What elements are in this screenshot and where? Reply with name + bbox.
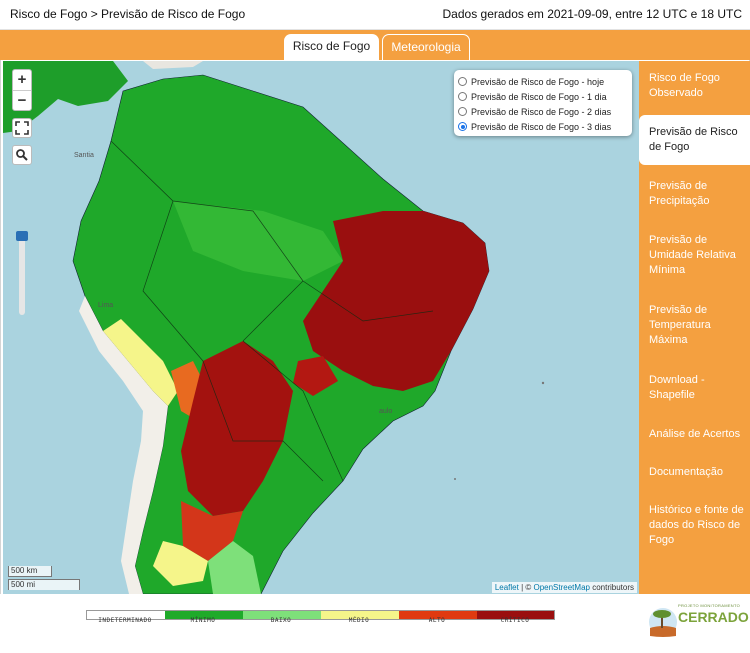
- caribbean-land: [143, 61, 203, 69]
- legend-label-minimo: MÍNIMO: [190, 617, 216, 624]
- map-canvas[interactable]: Santia Lima aulo: [3, 61, 639, 594]
- attribution-contributors: contributors: [589, 583, 634, 592]
- sidebar-item-historico[interactable]: Histórico e fonte de dados do Risco de F…: [649, 504, 744, 546]
- legend-swatch-critico: [477, 611, 554, 619]
- legend-swatch-alto: [399, 611, 477, 619]
- footer: INDETERMINADO MÍNIMO BAIXO MÉDIO ALTO CR…: [0, 594, 750, 653]
- critical-region-northeast: [303, 211, 489, 391]
- tab-meteorologia[interactable]: Meteorologia: [382, 34, 470, 60]
- layer-option-2-days[interactable]: Previsão de Risco de Fogo - 2 dias: [458, 104, 628, 119]
- place-label-lima: Lima: [98, 302, 113, 309]
- map-attribution: Leaflet | © OpenStreetMap contributors: [491, 582, 637, 593]
- zoom-control: + −: [12, 69, 32, 111]
- breadcrumb: Risco de Fogo > Previsão de Risco de Fog…: [10, 7, 246, 21]
- sidebar-item-previsao-risco[interactable]: Previsão de Risco de Fogo: [639, 115, 750, 165]
- header-bar: Risco de Fogo > Previsão de Risco de Fog…: [0, 0, 750, 30]
- slider-handle[interactable]: [16, 231, 28, 241]
- search-icon: [16, 149, 28, 161]
- sidebar-item-umidade[interactable]: Previsão de Umidade Relativa Mínima: [649, 234, 736, 276]
- place-label-sao-paulo: aulo: [379, 408, 392, 415]
- fullscreen-icon: [15, 121, 29, 135]
- scale-mi: 500 mi: [8, 579, 80, 590]
- risk-legend-bar: [86, 610, 555, 620]
- layer-selector: Previsão de Risco de Fogo - hoje Previsã…: [454, 70, 632, 136]
- layer-label: Previsão de Risco de Fogo - 2 dias: [471, 106, 612, 117]
- sidebar: Risco de Fogo Observado Previsão de Risc…: [639, 61, 750, 594]
- zoom-out-button[interactable]: −: [13, 90, 31, 110]
- critical-region-center: [181, 341, 293, 516]
- legend-label-baixo: BAIXO: [270, 617, 292, 624]
- legend-swatch-baixo: [243, 611, 321, 619]
- attribution-separator: | ©: [518, 583, 534, 592]
- slider-track: [19, 233, 25, 315]
- generation-info: Dados gerados em 2021-09-09, entre 12 UT…: [442, 7, 743, 21]
- layer-label: Previsão de Risco de Fogo - 1 dia: [471, 91, 607, 102]
- legend-label-indeterminado: INDETERMINADO: [98, 617, 152, 624]
- high-region-south: [181, 501, 243, 561]
- layer-label: Previsão de Risco de Fogo - hoje: [471, 76, 605, 87]
- zoom-in-button[interactable]: +: [17, 71, 27, 88]
- radio-2-days[interactable]: [458, 107, 467, 116]
- west-coast-strip: [79, 296, 168, 594]
- legend-label-medio: MÉDIO: [348, 617, 370, 624]
- andes-yellow: [103, 319, 178, 406]
- fire-risk-map[interactable]: Santia Lima aulo + − Previsão de Risco d…: [3, 61, 639, 594]
- low-region-south: [208, 541, 261, 594]
- legend-label-critico: CRÍTICO: [500, 617, 530, 624]
- sidebar-item-analise[interactable]: Análise de Acertos: [649, 428, 741, 440]
- leaflet-link[interactable]: Leaflet: [494, 583, 519, 592]
- radio-3-days[interactable]: [458, 122, 467, 131]
- logo-name: CERRADO: [678, 609, 749, 625]
- legend-swatch-minimo: [165, 611, 243, 619]
- layer-option-3-days[interactable]: Previsão de Risco de Fogo - 3 dias: [458, 119, 628, 134]
- sidebar-item-documentacao[interactable]: Documentação: [649, 466, 723, 478]
- borders: [110, 140, 434, 482]
- tab-risco-de-fogo[interactable]: Risco de Fogo: [284, 34, 379, 60]
- layer-option-today[interactable]: Previsão de Risco de Fogo - hoje: [458, 74, 628, 89]
- osm-link[interactable]: OpenStreetMap: [533, 583, 590, 592]
- sidebar-item-precipitacao[interactable]: Previsão de Precipitação: [649, 180, 710, 207]
- opacity-slider[interactable]: [16, 231, 28, 317]
- tree-icon: [649, 608, 677, 637]
- cerrado-logo: PROJETO MONITORAMENTO CERRADO: [648, 600, 749, 646]
- sidebar-item-download[interactable]: Download - Shapefile: [649, 374, 705, 401]
- medium-region-south: [153, 541, 208, 586]
- legend-swatch-medio: [321, 611, 399, 619]
- central-america-land: [3, 61, 128, 133]
- high-region-spots: [293, 356, 338, 396]
- radio-today[interactable]: [458, 77, 467, 86]
- layer-label: Previsão de Risco de Fogo - 3 dias: [471, 121, 612, 132]
- amazon-light-green: [173, 201, 343, 281]
- legend-label-alto: ALTO: [428, 617, 446, 624]
- layer-option-1-day[interactable]: Previsão de Risco de Fogo - 1 dia: [458, 89, 628, 104]
- tab-bar: Risco de Fogo Meteorologia: [0, 30, 750, 60]
- logo-subtitle: PROJETO MONITORAMENTO: [678, 603, 741, 608]
- sidebar-item-risco-observado[interactable]: Risco de Fogo Observado: [649, 72, 720, 99]
- radio-1-day[interactable]: [458, 92, 467, 101]
- fullscreen-button[interactable]: [12, 118, 32, 138]
- sidebar-item-temperatura[interactable]: Previsão de Temperatura Máxima: [649, 304, 711, 346]
- scale-km: 500 km: [8, 566, 52, 577]
- place-label-santiago: Santia: [74, 152, 94, 159]
- legend-swatch-indeterminado: [87, 611, 165, 619]
- search-button[interactable]: [12, 145, 32, 165]
